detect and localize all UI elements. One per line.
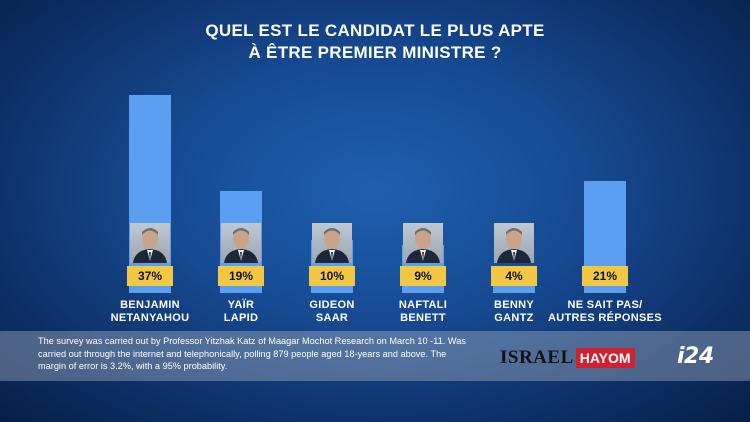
candidate-photo-0 [130,223,170,263]
category-label-2-line-0: GIDEON [309,299,355,311]
candidate-photo-1 [221,223,261,263]
israel-hayom-logo-part1: ISRAEL [500,347,574,368]
category-label-0: BENJAMIN NETANYAHOU [85,299,215,325]
category-label-0-line-1: NETANYAHOU [110,312,190,324]
category-label-1: YAÏR LAPID [176,299,306,325]
value-label-2: 10% [309,266,355,286]
category-label-3-line-0: NAFTALI [398,299,448,311]
value-label-1: 19% [218,266,264,286]
category-label-3-line-1: BENETT [400,312,446,324]
value-label-4: 4% [491,266,537,286]
chart-title: QUEL EST LE CANDIDAT LE PLUS APTE À ÊTRE… [180,20,570,64]
category-label-4: BENNY GANTZ [449,299,579,325]
candidate-photo-4 [494,223,534,263]
candidate-photo-3 [403,223,443,263]
category-label-5-line-0: NE SAIT PAS/ [567,299,643,311]
chart-title-line-1: QUEL EST LE CANDIDAT LE PLUS APTE [205,21,545,40]
category-label-2: GIDEON SAAR [267,299,397,325]
category-label-4-line-1: GANTZ [494,312,534,324]
bar-0 [129,95,171,293]
category-label-3: NAFTALI BENETT [358,299,488,325]
value-label-3: 9% [400,266,446,286]
israel-hayom-logo-part2: HAYOM [575,348,635,368]
value-label-0: 37% [127,266,173,286]
israel-hayom-logo: ISRAEL HAYOM [500,346,635,370]
category-label-4-line-0: BENNY [493,299,534,311]
category-label-0-line-0: BENJAMIN [120,299,180,311]
chart-title-line-2: À ÊTRE PREMIER MINISTRE ? [248,43,502,62]
category-label-1-line-1: LAPID [223,312,259,324]
candidate-photo-2 [312,223,352,263]
survey-footnote: The survey was carried out by Professor … [38,336,466,371]
i24-logo: i24 [677,344,714,369]
category-label-1-line-0: YAÏR [227,299,255,311]
category-label-5: NE SAIT PAS/AUTRES RÉPONSES [540,299,670,325]
category-label-5-line-1: AUTRES RÉPONSES [548,312,662,324]
category-label-2-line-1: SAAR [315,312,349,324]
value-label-5: 21% [582,266,628,286]
